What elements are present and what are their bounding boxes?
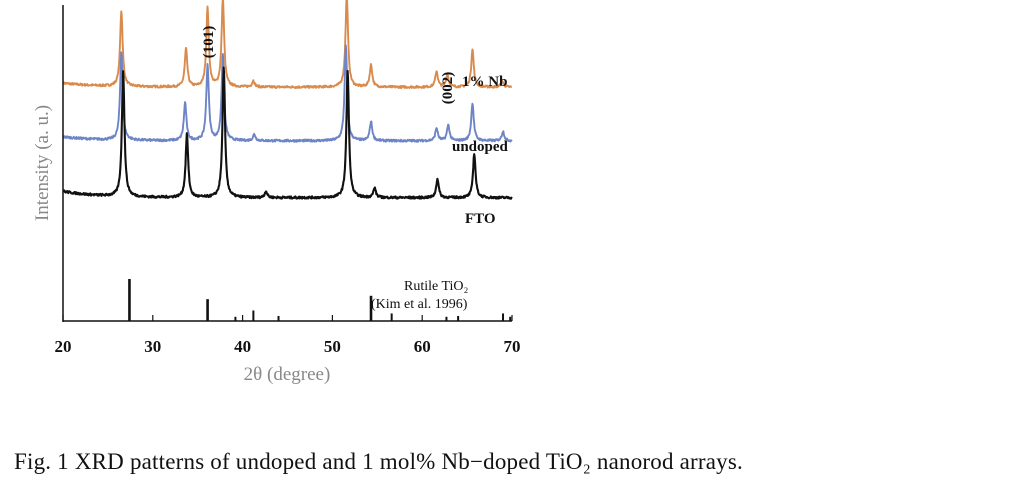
x-tick-label: 60 xyxy=(414,337,431,356)
annotation-101: (101) xyxy=(201,26,217,59)
series-line-1-nb xyxy=(62,0,513,89)
series-label-fto: FTO xyxy=(465,211,496,227)
axes: 20 30 40 50 60 70 xyxy=(55,5,521,356)
series-line-fto xyxy=(62,66,513,200)
x-ticks: 20 30 40 50 60 70 xyxy=(55,315,521,356)
plot-area xyxy=(62,0,513,321)
series-label-nb: 1% Nb xyxy=(462,74,507,90)
reference-label: Rutile TiO₂ xyxy=(404,279,469,294)
x-axis-title: 2θ (degree) xyxy=(244,364,331,385)
x-tick-label: 20 xyxy=(55,337,72,356)
x-tick-label: 50 xyxy=(324,337,341,356)
series-label-undoped: undoped xyxy=(452,139,509,155)
series-line-undoped xyxy=(62,44,513,143)
figure-caption: Fig. 1 XRD patterns of undoped and 1 mol… xyxy=(14,449,743,474)
y-axis-title: Intensity (a. u.) xyxy=(32,105,53,221)
reference-source: (Kim et al. 1996) xyxy=(371,297,468,312)
xrd-chart: 20 30 40 50 60 70 2θ (degree) Intensity (a. u… xyxy=(32,0,521,385)
x-tick-label: 40 xyxy=(234,337,251,356)
annotation-002: (002) xyxy=(440,72,456,105)
x-tick-label: 30 xyxy=(144,337,161,356)
x-tick-label: 70 xyxy=(504,337,521,356)
